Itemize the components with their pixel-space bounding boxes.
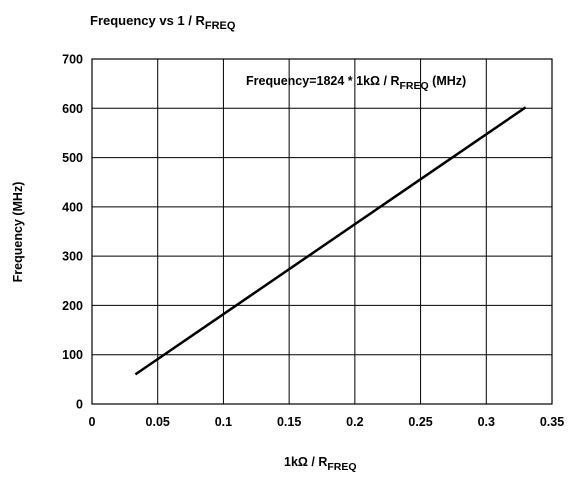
x-tick-label: 0.3: [478, 415, 495, 429]
annotation: Frequency=1824 * 1kΩ / RFREQ (MHz): [246, 74, 466, 92]
y-tick-label: 200: [62, 299, 83, 313]
x-tick-label: 0.25: [408, 415, 432, 429]
y-tick-label: 400: [62, 200, 83, 214]
x-tick-label: 0.05: [146, 415, 170, 429]
y-tick-label: 100: [62, 348, 83, 362]
x-tick-label: 0.2: [346, 415, 363, 429]
y-tick-label: 500: [62, 151, 83, 165]
x-tick-label: 0.35: [540, 415, 564, 429]
x-tick-label: 0: [89, 415, 96, 429]
x-tick-labels: 0 0.05 0.1 0.15 0.2 0.25 0.3 0.35: [89, 415, 565, 429]
x-tick-label: 0.1: [215, 415, 232, 429]
chart-title-main: Frequency vs 1 / R: [90, 13, 205, 28]
plot-area: [91, 58, 553, 405]
y-tick-label: 300: [62, 250, 83, 264]
annotation-sub: FREQ: [400, 80, 429, 92]
chart-title-sub: FREQ: [205, 20, 236, 32]
chart-title: Frequency vs 1 / RFREQ: [90, 13, 236, 32]
x-axis-label: 1kΩ / RFREQ: [284, 455, 357, 473]
y-tick-labels: 0 100 200 300 400 500 600 700: [62, 53, 83, 412]
x-tick-label: 0.15: [277, 415, 301, 429]
series-line: [134, 106, 527, 376]
y-tick-label: 700: [62, 53, 83, 67]
series-layer: [134, 106, 527, 376]
annotation-main: Frequency=1824 * 1kΩ / R: [246, 74, 400, 88]
y-axis-label: Frequency (MHz): [11, 182, 25, 283]
x-axis-label-sub: FREQ: [327, 461, 356, 473]
x-axis-label-main: 1kΩ / R: [284, 455, 327, 469]
y-tick-label: 600: [62, 102, 83, 116]
annotation-tail: (MHz): [429, 74, 467, 88]
y-tick-label: 0: [76, 398, 83, 412]
grid: [91, 58, 553, 405]
